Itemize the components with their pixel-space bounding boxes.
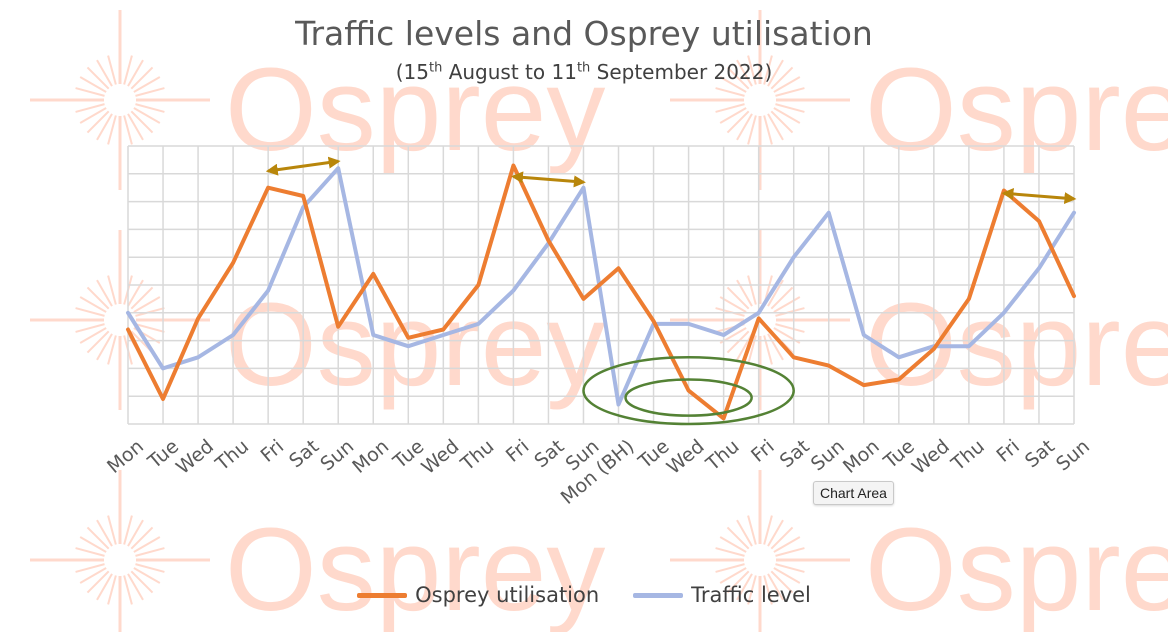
watermark-text: Osprey [225,504,605,632]
watermark-burst-icon [30,470,210,632]
legend-item-osprey-utilisation[interactable]: Osprey utilisation [357,583,599,607]
x-tick-label: Thu [211,435,253,475]
x-tick-label: Thu [701,435,743,475]
x-tick-label: Sat [1021,435,1059,472]
x-tick-label: Thu [947,435,989,475]
x-tick-label: Mon [103,435,148,478]
legend-label-osprey: Osprey utilisation [415,583,600,607]
x-tick-label: Mon [348,435,393,478]
watermark-burst-icon [670,10,850,190]
x-tick-label: Fri [257,435,288,466]
x-tick-label: Fri [502,435,533,466]
chart-subtitle: (15th August to 11th September 2022) [395,60,773,84]
x-tick-label: Thu [456,435,498,475]
x-tick-label: Mon [839,435,884,478]
x-tick-label: Sun [807,435,849,475]
annotation-double-arrow [511,171,586,188]
series-line-osprey-utilisation [126,163,1076,421]
series-line-traffic-level [126,166,1076,407]
annotation-ellipse [582,356,795,426]
x-tick-label: Wed [663,435,709,478]
chart-legend: Osprey utilisation Traffic level [0,583,1168,607]
annotation-double-arrow [265,156,341,176]
x-tick-label: Sat [530,435,568,472]
annotation-ellipse [624,378,753,417]
x-tick-label: Sat [776,435,814,472]
chart-series [126,163,1076,421]
legend-label-traffic: Traffic level [691,583,811,607]
osprey-watermark: OspreyOspreyOspreyOspreyOspreyOsprey [30,10,1168,632]
watermark-text: Osprey [225,44,605,176]
legend-swatch-osprey [357,592,408,598]
watermark-text: Osprey [865,279,1168,411]
watermark-text: Osprey [865,504,1168,632]
watermark-text: Osprey [865,44,1168,176]
x-tick-label: Sun [316,435,358,475]
legend-swatch-traffic [633,592,684,598]
chart-title: Traffic levels and Osprey utilisation [295,14,873,53]
watermark-burst-icon [670,230,850,410]
chart-area-tooltip: Chart Area [813,481,894,505]
watermark-burst-icon [670,470,850,632]
x-tick-label: Wed [172,435,218,478]
legend-item-traffic-level[interactable]: Traffic level [633,583,811,607]
x-tick-label: Fri [747,435,778,466]
x-tick-label: Wed [417,435,463,478]
annotation-double-arrow [1001,188,1077,205]
watermark-burst-icon [30,10,210,190]
chart-annotations [265,156,1077,426]
x-tick-label: Wed [908,435,954,478]
x-tick-label: Sun [1052,435,1094,475]
watermark-burst-icon [30,230,210,410]
x-tick-label: Sat [285,435,323,472]
x-tick-label: Fri [992,435,1023,466]
